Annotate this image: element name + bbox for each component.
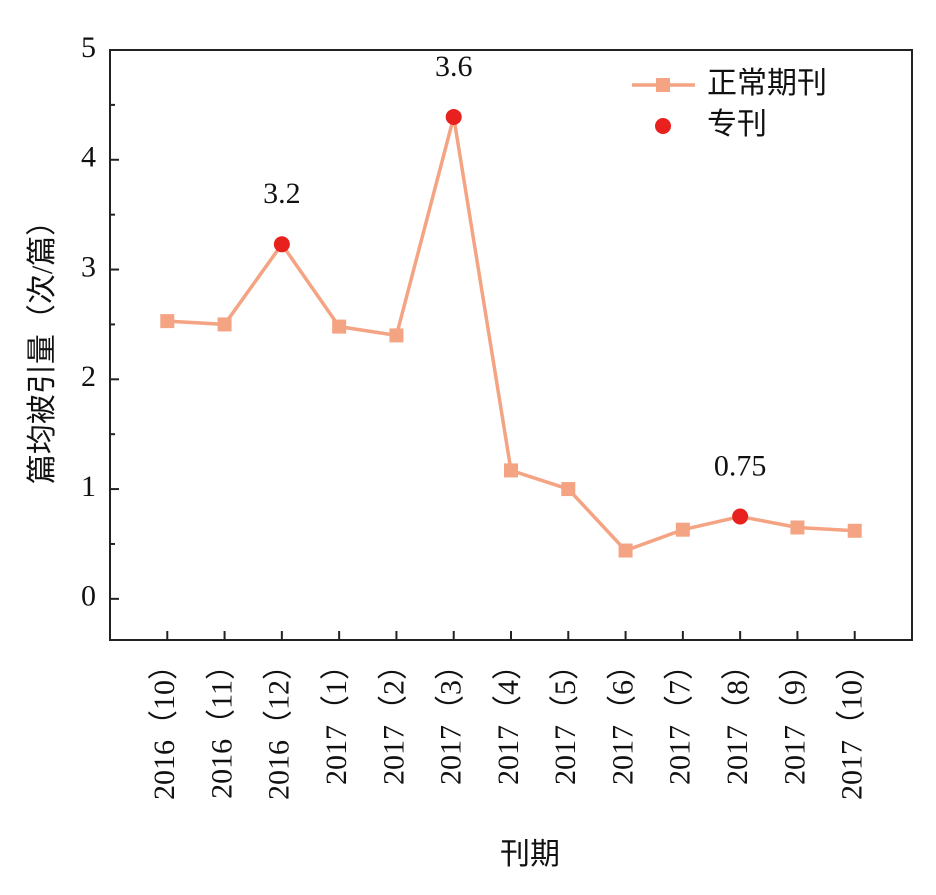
x-tick-label: 2017（9） [778, 650, 811, 785]
x-tick-label: 2016（10） [148, 650, 181, 800]
special-point [445, 108, 462, 125]
y-tick-label: 3 [81, 250, 96, 283]
point-marker [675, 522, 690, 537]
x-tick-label: 2017（7） [664, 650, 697, 785]
point-marker [618, 543, 633, 558]
special-point [732, 508, 749, 525]
y-tick-label: 5 [81, 31, 96, 64]
x-tick-label: 2016（12） [263, 650, 296, 800]
annotation: 3.2 [263, 177, 301, 210]
x-tick-label: 2017（5） [549, 650, 582, 785]
x-tick-label: 2017（10） [836, 650, 869, 800]
x-tick-label: 2017（8） [721, 650, 754, 785]
y-tick-label: 4 [81, 141, 96, 174]
y-tick-label: 1 [81, 470, 96, 503]
annotation: 0.75 [714, 449, 767, 482]
special-point [273, 236, 290, 253]
point-marker [504, 463, 518, 478]
x-tick-label: 2016（11） [205, 650, 238, 799]
point-marker [847, 523, 862, 538]
annotation: 3.6 [435, 50, 473, 83]
point-marker [160, 314, 175, 329]
x-tick-label: 2017（3） [435, 650, 468, 785]
x-tick-label: 2017（2） [377, 650, 410, 785]
point-marker [217, 317, 232, 332]
legend-label: 正常期刊 [707, 67, 827, 100]
legend-marker [656, 78, 670, 92]
point-marker [389, 328, 404, 343]
x-tick-label: 2017（4） [492, 650, 525, 785]
legend-label: 专刊 [707, 108, 767, 141]
point-marker [790, 520, 805, 535]
y-tick-label: 0 [81, 580, 96, 613]
plot-frame [109, 49, 913, 641]
y-tick-label: 2 [81, 360, 96, 393]
x-axis-label: 刊期 [500, 838, 560, 871]
legend-marker [655, 118, 671, 134]
point-marker [561, 482, 576, 497]
point-marker [332, 319, 347, 334]
x-tick-label: 2017（6） [606, 650, 639, 785]
y-axis-label: 篇均被引量（次/篇） [26, 206, 59, 484]
x-tick-label: 2017（1） [320, 650, 353, 785]
